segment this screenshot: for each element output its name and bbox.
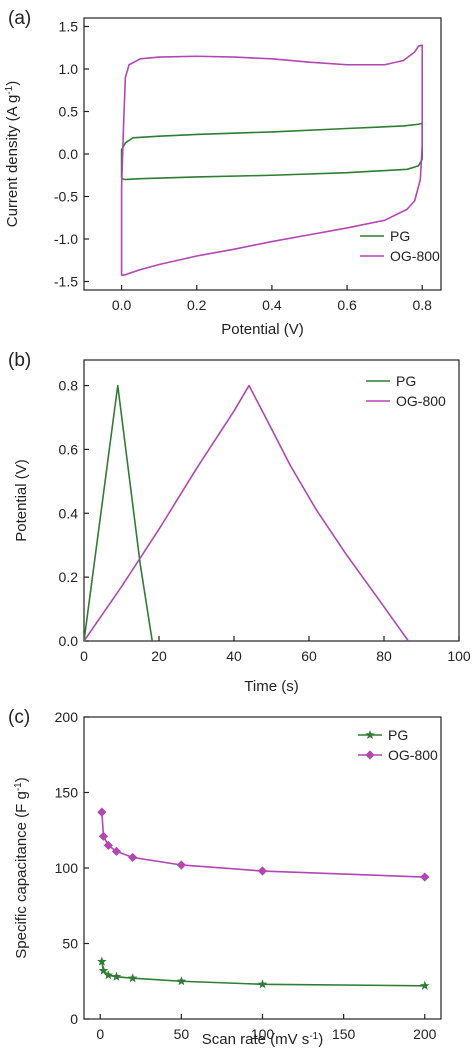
x-tick-label: 0 <box>80 648 88 664</box>
data-point-og-800 <box>111 846 122 856</box>
x-tick-label: 60 <box>301 648 317 664</box>
series-line-og-800 <box>83 384 410 642</box>
x-tick-label: 0.4 <box>262 297 282 313</box>
data-point-og-800 <box>420 872 430 882</box>
panel-label: (a) <box>8 8 31 29</box>
y-tick-label: 1.5 <box>59 19 79 35</box>
panel-label: (c) <box>8 707 30 728</box>
chart-panel-3: 0 50 100 150 200 0 50 100 150 200 (c) Scan rate (mV… <box>8 707 442 1048</box>
legend-label-pg: PG <box>396 373 416 389</box>
x-axis-label: Scan rate (mV s-1) <box>202 1031 323 1048</box>
x-tick-label: 0.8 <box>412 297 432 313</box>
legend-label-pg: PG <box>388 727 408 743</box>
x-tick-label: 100 <box>447 648 471 664</box>
legend-marker-og-800 <box>365 750 375 760</box>
data-point-pg <box>111 971 122 981</box>
data-point-pg <box>257 979 268 989</box>
x-tick-label: 0.6 <box>337 297 357 313</box>
legend-label-og-800: OG-800 <box>396 393 446 409</box>
data-point-og-800 <box>176 860 186 870</box>
data-point-pg <box>420 980 430 990</box>
x-tick-label: 0.2 <box>187 297 207 313</box>
x-tick-label: 150 <box>332 1026 356 1042</box>
y-tick-label: 0.4 <box>59 505 79 521</box>
x-tick-label: 20 <box>151 648 167 664</box>
x-axis-label: Time (s) <box>244 678 298 695</box>
y-axis-label: Potential (V) <box>13 459 30 542</box>
y-tick-label: 0.0 <box>59 633 79 649</box>
x-axis-label: Potential (V) <box>221 321 304 338</box>
data-point-og-800 <box>97 807 107 817</box>
y-tick-label: -1.5 <box>54 274 78 290</box>
series-line-pg <box>120 122 424 181</box>
plot-frame <box>83 359 460 642</box>
y-tick-label: 0.6 <box>59 441 79 457</box>
y-axis-label: Specific capacitance (F g-1) <box>13 777 31 958</box>
data-point-pg <box>98 965 109 975</box>
y-tick-label: 0.5 <box>59 104 79 120</box>
legend: PG OG-800 <box>366 373 446 409</box>
y-axis-label: Current density (A g-1) <box>4 81 22 227</box>
panel-label: (b) <box>8 350 31 371</box>
series-line-og-800 <box>120 44 424 277</box>
x-tick-label: 0 <box>96 1026 104 1042</box>
y-tick-label: -1.0 <box>54 231 78 247</box>
y-tick-label: 150 <box>55 785 79 801</box>
x-tick-label: 100 <box>251 1026 275 1042</box>
y-tick-label: 0 <box>70 1011 78 1027</box>
legend-label-pg: PG <box>390 228 410 244</box>
x-tick-label: 0.0 <box>112 297 132 313</box>
data-point-og-800 <box>128 852 138 863</box>
x-tick-label: 200 <box>413 1026 437 1042</box>
chart-panel-2: 0 20 40 60 80 100 0.0 0.2 0.4 0.6 0.8 (b) Time (s) Po… <box>8 350 471 695</box>
legend: PG OG-800 <box>358 727 438 763</box>
chart-panel-1: 0.0 0.2 0.4 0.6 0.8 -1.5 -1.0 -0.5 0.0 0.5 1.0 1.5 (… <box>4 8 442 338</box>
data-point-pg <box>176 976 187 986</box>
data-point-og-800 <box>103 840 113 850</box>
x-tick-label: 80 <box>376 648 392 664</box>
legend-marker-pg <box>365 730 375 740</box>
y-tick-label: 0.0 <box>59 146 79 162</box>
legend-label-og-800: OG-800 <box>390 248 440 264</box>
y-tick-label: 0.2 <box>59 569 79 585</box>
data-point-og-800 <box>98 831 109 841</box>
x-tick-label: 50 <box>174 1026 190 1042</box>
data-point-pg <box>127 973 138 983</box>
legend-label-og-800: OG-800 <box>388 747 438 763</box>
y-tick-label: 0.8 <box>59 378 79 394</box>
data-point-pg <box>103 970 114 980</box>
x-tick-label: 40 <box>226 648 242 664</box>
y-tick-label: 100 <box>55 860 79 876</box>
y-tick-label: 50 <box>62 936 78 952</box>
y-tick-label: 200 <box>55 709 79 725</box>
y-tick-label: -0.5 <box>54 189 78 205</box>
series-line-pg <box>83 384 154 642</box>
legend: PG OG-800 <box>360 228 440 264</box>
y-tick-label: 1.0 <box>59 61 79 77</box>
data-point-og-800 <box>257 866 268 876</box>
data-point-pg <box>97 956 107 966</box>
